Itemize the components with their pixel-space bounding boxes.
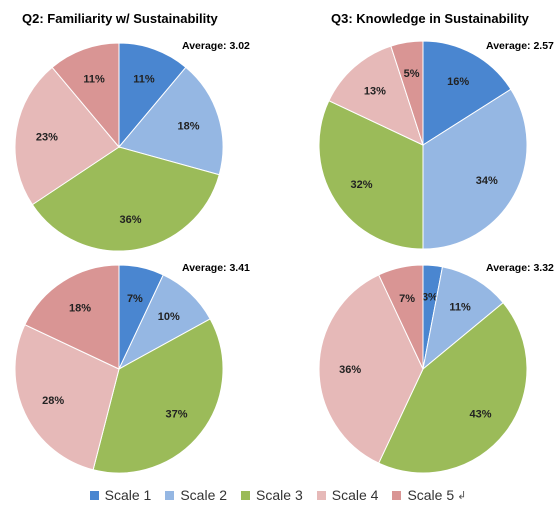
data-label: 32% <box>350 179 372 191</box>
average-label-4: Average: 3.32 <box>486 262 554 274</box>
legend-swatch-scale-3 <box>241 490 251 500</box>
pie-charts: 11% 18% 36% 23% 11% 16% 34% 32% 13% 5% 7% 10% 37% 28%… <box>14 40 528 474</box>
pie-slice-scale-5 <box>51 42 120 149</box>
legend-label: Scale 4 <box>331 487 379 503</box>
legend-label: Scale 3 <box>256 487 303 503</box>
legend-label: Scale 2 <box>180 487 228 503</box>
pie-slice-scale-4 <box>14 324 120 471</box>
legend: Scale 1 Scale 2 Scale 3 Scale 4 Scale 5 ↲ <box>0 487 556 503</box>
pie-slice-scale-1 <box>118 42 187 149</box>
data-label: 23% <box>36 132 58 144</box>
data-label: 3% <box>422 292 438 304</box>
data-label: 28% <box>42 395 64 407</box>
data-label: 37% <box>165 409 187 421</box>
data-label: 11% <box>449 301 471 313</box>
data-label: 36% <box>339 364 361 376</box>
pie-chart-4: 3% 11% 43% 36% 7% <box>318 264 528 474</box>
legend-item-scale-2: Scale 2 <box>165 487 227 503</box>
pie-slice-scale-3 <box>92 318 224 474</box>
legend-swatch-scale-2 <box>165 490 175 500</box>
data-label: 34% <box>476 175 498 187</box>
pie-slice-scale-2 <box>422 266 504 371</box>
data-label: 18% <box>177 120 199 132</box>
data-label: 16% <box>447 76 469 88</box>
legend-item-scale-3: Scale 3 <box>241 487 303 503</box>
data-label: 18% <box>69 303 91 315</box>
chart-title-q3: Q3: Knowledge in Sustainability <box>331 11 529 26</box>
pie-slice-scale-3 <box>31 146 220 252</box>
data-label: 10% <box>158 311 180 323</box>
pie-chart-3: 7% 10% 37% 28% 18% <box>14 264 224 474</box>
legend-swatch-scale-4 <box>316 490 326 500</box>
average-label-1: Average: 3.02 <box>182 40 250 52</box>
legend-item-scale-5: Scale 5 ↲ <box>392 487 466 503</box>
pie-slice-scale-5 <box>390 40 424 146</box>
pie-chart-1: 11% 18% 36% 23% 11% <box>14 42 224 252</box>
pie-chart-2: 16% 34% 32% 13% 5% <box>318 40 528 250</box>
legend-item-scale-1: Scale 1 <box>89 487 152 503</box>
pie-slice-scale-2 <box>422 88 528 250</box>
chart-title-q2: Q2: Familiarity w/ Sustainability <box>22 11 218 26</box>
average-label-2: Average: 2.57 <box>486 40 554 52</box>
data-label: 7% <box>399 293 415 305</box>
legend-label: Scale 5 <box>407 487 455 503</box>
return-mark: ↲ <box>457 489 467 502</box>
pie-slice-scale-4 <box>14 66 120 206</box>
pie-slice-scale-3 <box>378 302 528 474</box>
pie-slice-scale-5 <box>24 264 120 370</box>
data-label: 13% <box>364 85 386 97</box>
pie-slice-scale-1 <box>422 40 512 146</box>
legend-swatch-scale-1 <box>89 490 99 500</box>
data-label: 11% <box>133 74 155 86</box>
legend-swatch-scale-5 <box>392 490 402 500</box>
legend-label: Scale 1 <box>104 487 152 503</box>
data-label: 36% <box>119 214 141 226</box>
pie-slice-scale-2 <box>118 66 224 176</box>
legend-item-scale-4: Scale 4 <box>316 487 379 503</box>
pie-slice-scale-3 <box>318 100 424 250</box>
data-label: 5% <box>404 68 420 80</box>
average-label-3: Average: 3.41 <box>182 262 250 274</box>
data-label: 7% <box>127 293 143 305</box>
data-label: 43% <box>469 409 491 421</box>
pie-slice-scale-4 <box>328 45 424 146</box>
pie-slice-scale-5 <box>378 264 424 370</box>
data-label: 11% <box>83 74 105 86</box>
pie-slice-scale-4 <box>318 274 424 464</box>
